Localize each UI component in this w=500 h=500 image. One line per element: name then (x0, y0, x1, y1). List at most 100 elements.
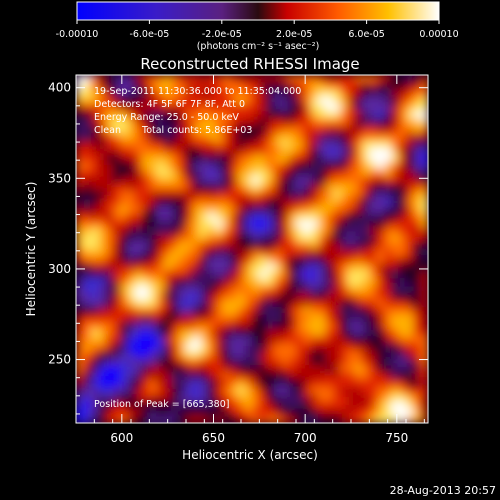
heatmap-cell (156, 154, 165, 163)
heatmap-cell (376, 205, 385, 214)
heatmap-cell (244, 256, 253, 265)
heatmap-cell (215, 162, 224, 170)
heatmap-cell (149, 372, 158, 381)
heatmap-cell (347, 89, 356, 98)
heatmap-cell (186, 357, 194, 366)
heatmap-cell (310, 125, 319, 134)
heatmap-cell (244, 415, 253, 423)
heatmap-cell (222, 162, 231, 170)
heatmap-cell (171, 408, 180, 417)
heatmap-cell (171, 104, 180, 112)
heatmap-cell (259, 183, 268, 192)
heatmap-cell (215, 357, 224, 366)
heatmap-cell (98, 394, 106, 402)
heatmap-cell (347, 133, 356, 141)
heatmap-cell (325, 307, 334, 315)
heatmap-cell (112, 270, 121, 279)
heatmap-cell (112, 162, 121, 170)
heatmap-cell (171, 176, 180, 185)
heatmap-cell (406, 227, 414, 236)
heatmap-cell (112, 314, 121, 323)
heatmap-cell (208, 292, 216, 301)
heatmap-cell (83, 227, 92, 236)
heatmap-cell (208, 314, 216, 323)
heatmap-cell (164, 372, 172, 381)
heatmap-cell (384, 147, 392, 156)
heatmap-cell (105, 104, 114, 112)
heatmap-cell (186, 292, 194, 301)
heatmap-cell (398, 111, 407, 120)
heatmap-cell (193, 299, 202, 308)
heatmap-cell (171, 292, 180, 301)
y-tick-label: 300 (48, 262, 71, 276)
heatmap-cell (112, 350, 121, 359)
heatmap-cell (347, 82, 356, 91)
heatmap-cell (325, 270, 334, 279)
heatmap-cell (178, 328, 187, 337)
heatmap-cell (112, 212, 121, 221)
heatmap-cell (156, 169, 165, 178)
heatmap-cell (369, 357, 378, 366)
heatmap-cell (127, 357, 136, 366)
heatmap-cell (420, 169, 428, 178)
heatmap-cell (83, 154, 92, 163)
heatmap-cell (222, 299, 231, 308)
heatmap-cell (252, 394, 260, 402)
heatmap-cell (340, 408, 348, 417)
heatmap-cell (332, 256, 341, 265)
heatmap-cell (354, 365, 363, 373)
heatmap-cell (362, 96, 370, 105)
heatmap-cell (208, 285, 216, 294)
heatmap-cell (208, 176, 216, 185)
heatmap-cell (134, 321, 143, 330)
heatmap-cell (281, 183, 290, 192)
heatmap-cell (354, 147, 363, 156)
heatmap-cell (105, 241, 114, 250)
heatmap-cell (340, 205, 348, 214)
heatmap-cell (303, 176, 312, 185)
heatmap-cell (354, 401, 363, 410)
heatmap-cell (266, 321, 275, 330)
heatmap-cell (310, 249, 319, 257)
heatmap-cell (222, 408, 231, 417)
heatmap-cell (90, 386, 99, 395)
heatmap-cell (310, 357, 319, 366)
heatmap-cell (127, 227, 136, 236)
heatmap-cell (200, 96, 209, 105)
heatmap-cell (259, 162, 268, 170)
heatmap-cell (347, 292, 356, 301)
heatmap-cell (200, 343, 209, 352)
heatmap-cell (398, 321, 407, 330)
heatmap-cell (134, 162, 143, 170)
heatmap-cell (222, 96, 231, 105)
heatmap-cell (252, 278, 260, 286)
heatmap-cell (105, 386, 114, 395)
heatmap-cell (186, 162, 194, 170)
heatmap-cell (83, 147, 92, 156)
heatmap-cell (98, 321, 106, 330)
heatmap-cell (134, 249, 143, 257)
heatmap-cell (134, 140, 143, 149)
heatmap-cell (376, 212, 385, 221)
heatmap-cell (178, 118, 187, 127)
heatmap-cell (83, 241, 92, 250)
heatmap-cell (369, 220, 378, 228)
heatmap-cell (76, 249, 84, 257)
heatmap-cell (134, 379, 143, 388)
heatmap-cell (332, 241, 341, 250)
heatmap-cell (332, 379, 341, 388)
heatmap-cell (259, 111, 268, 120)
heatmap-cell (178, 198, 187, 207)
heatmap-cell (362, 118, 370, 127)
heatmap-cell (362, 343, 370, 352)
heatmap-cell (208, 249, 216, 257)
heatmap-cell (215, 292, 224, 301)
heatmap-cell (354, 89, 363, 98)
heatmap-cell (98, 205, 106, 214)
heatmap-cell (310, 285, 319, 294)
heatmap-cell (325, 292, 334, 301)
heatmap-cell (413, 328, 422, 337)
heatmap-cell (318, 234, 326, 243)
heatmap-cell (252, 154, 260, 163)
heatmap-cell (83, 372, 92, 381)
